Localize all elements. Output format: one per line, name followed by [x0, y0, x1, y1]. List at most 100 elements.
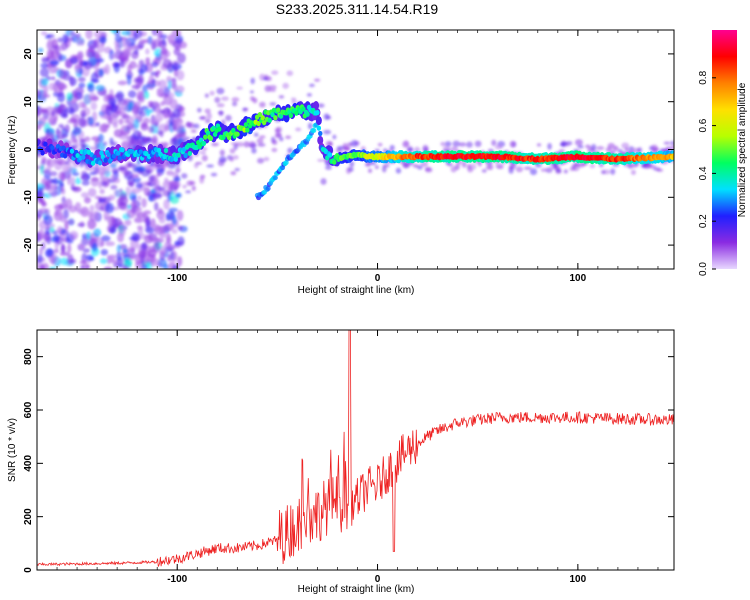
halo-blob: [269, 102, 277, 106]
halo-blob: [565, 140, 573, 146]
noise-blob: [99, 114, 110, 119]
ridge-core: [208, 135, 214, 141]
halo-blob: [81, 170, 88, 178]
halo-blob: [151, 139, 158, 146]
snr-series-line: [37, 330, 674, 567]
halo-blob: [540, 168, 547, 172]
noise-blob: [39, 67, 50, 78]
halo-blob: [596, 146, 605, 151]
noise-blob: [153, 102, 161, 114]
halo-blob: [51, 110, 56, 117]
noise-blob: [175, 192, 182, 199]
noise-blob: [117, 80, 128, 86]
snr-plot: -100 0 100 0 200 400 600 800 Height of straight…: [7, 329, 675, 595]
halo-blob: [55, 130, 63, 134]
noise-blob: [37, 123, 42, 131]
noise-blob: [98, 197, 106, 203]
noise-blob: [103, 93, 109, 103]
halo-blob: [515, 166, 524, 173]
noise-blob: [105, 241, 115, 247]
halo-blob: [278, 136, 284, 142]
noise-blob: [171, 119, 178, 131]
noise-blob: [57, 45, 66, 52]
halo-blob: [259, 135, 266, 139]
noise-blob: [171, 78, 177, 87]
snr-xlabel: Height of straight line (km): [298, 584, 415, 595]
noise-blob: [67, 243, 72, 254]
noise-blob: [145, 215, 151, 226]
halo-blob: [374, 165, 379, 170]
noise-blob: [80, 192, 89, 198]
snr-xtick-label: 100: [570, 574, 587, 585]
noise-blob: [107, 215, 116, 226]
noise-blob: [141, 264, 148, 269]
halo-blob: [55, 108, 63, 115]
halo-blob: [73, 129, 81, 135]
noise-blob: [100, 249, 109, 256]
noise-blob: [157, 258, 167, 268]
halo-blob: [199, 151, 207, 155]
halo-blob: [249, 90, 254, 94]
ridge-core: [61, 145, 66, 151]
noise-blob: [143, 91, 150, 99]
halo-blob: [126, 122, 134, 130]
halo-blob: [367, 168, 373, 174]
ridge-core: [203, 134, 208, 140]
noise-blob: [45, 34, 51, 39]
noise-blob: [57, 92, 66, 103]
ridge-core: [201, 140, 207, 147]
halo-blob: [274, 128, 280, 133]
halo-blob: [462, 161, 467, 168]
halo-blob: [230, 171, 237, 176]
ridge-core: [294, 110, 299, 116]
colorbar: 0.0 0.2 0.4 0.6 0.8 Normalized spectral ampl…: [698, 30, 748, 276]
noise-blob: [69, 230, 79, 240]
noise-blob: [98, 68, 104, 77]
noise-blob: [160, 101, 165, 107]
halo-blob: [589, 163, 596, 169]
noise-blob: [117, 166, 128, 171]
noise-blob: [179, 41, 188, 49]
ridge-core: [40, 150, 45, 156]
halo-blob: [617, 149, 623, 154]
halo-blob: [324, 165, 332, 170]
noise-blob: [51, 45, 59, 51]
halo-blob: [218, 156, 227, 163]
halo-blob: [236, 86, 243, 90]
noise-blob: [110, 30, 118, 34]
noise-blob: [142, 39, 149, 44]
noise-blob: [156, 167, 165, 173]
noise-blob: [80, 238, 87, 249]
halo-blob: [206, 164, 214, 168]
ridge-core: [256, 120, 261, 127]
halo-blob: [136, 167, 144, 174]
ridge-core: [217, 126, 222, 132]
halo-blob: [190, 129, 197, 133]
halo-blob: [159, 130, 164, 138]
halo-blob: [105, 124, 111, 128]
noise-blob: [91, 242, 98, 252]
halo-blob: [220, 96, 229, 101]
noise-blob: [49, 69, 56, 75]
halo-blob: [182, 184, 187, 189]
noise-blob: [135, 182, 143, 189]
noise-blob: [177, 256, 183, 267]
noise-blob: [132, 177, 141, 183]
halo-blob: [377, 142, 383, 147]
colorbar-label: Normalized spectral amplitude: [737, 82, 748, 217]
halo-blob: [458, 142, 467, 147]
snr-ytick-label: 600: [23, 401, 34, 418]
halo-blob: [637, 147, 643, 154]
halo-blob: [145, 182, 151, 187]
halo-blob: [162, 190, 170, 197]
halo-blob: [127, 181, 133, 187]
noise-blob: [41, 31, 48, 36]
figure-title: S233.2025.311.14.54.R19: [276, 1, 439, 17]
noise-blob: [154, 113, 164, 123]
noise-blob: [175, 38, 183, 44]
ridge-core: [275, 107, 281, 113]
noise-blob: [133, 118, 140, 130]
noise-blob: [66, 162, 72, 173]
halo-blob: [145, 136, 153, 142]
spectrogram-ylabel: Frequency (Hz): [7, 116, 18, 185]
